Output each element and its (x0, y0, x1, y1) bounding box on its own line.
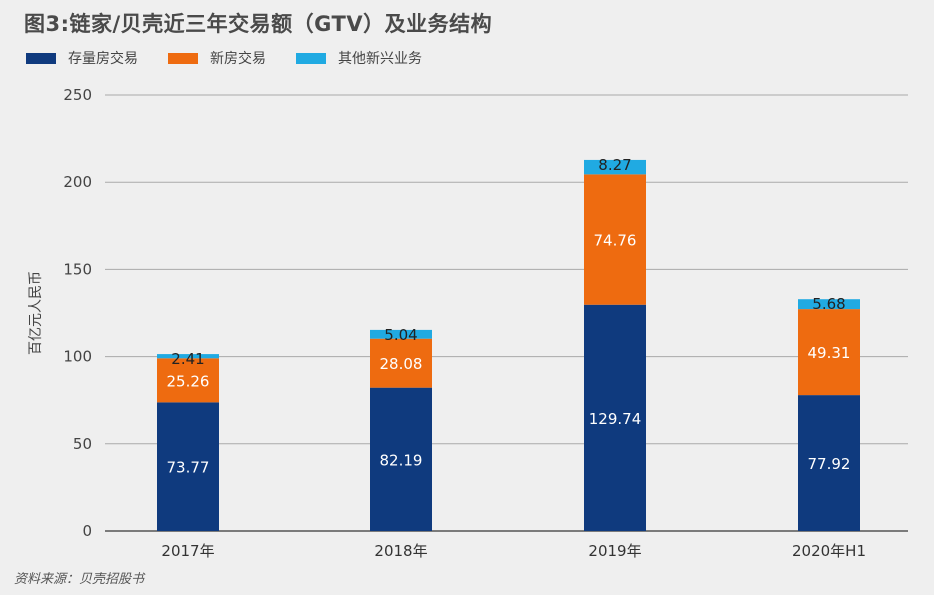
y-tick-label: 250 (63, 86, 92, 104)
data-label: 5.68 (812, 295, 845, 313)
bar-segment (584, 304, 646, 531)
legend-item: 存量房交易 (26, 48, 138, 68)
data-label: 129.74 (589, 410, 642, 428)
y-tick-label: 200 (63, 173, 92, 191)
data-label: 28.08 (380, 355, 423, 373)
bar-segment (370, 387, 432, 531)
y-tick-label: 50 (73, 435, 92, 453)
bar-segment (798, 309, 860, 396)
y-tick-label: 0 (82, 522, 92, 540)
data-label: 73.77 (167, 459, 210, 477)
legend-item: 新房交易 (168, 48, 266, 68)
data-label: 5.04 (384, 326, 417, 344)
x-tick-label: 2020年H1 (792, 542, 866, 560)
y-tick-label: 150 (63, 260, 92, 278)
legend-label: 存量房交易 (68, 51, 138, 67)
x-tick-label: 2018年 (374, 542, 427, 560)
bar-segment (157, 354, 219, 359)
legend-item: 其他新兴业务 (296, 48, 422, 68)
data-label: 25.26 (167, 372, 210, 390)
bar-segment (798, 395, 860, 531)
legend-swatch (168, 52, 198, 64)
bar-segment (370, 329, 432, 339)
data-label: 74.76 (594, 232, 637, 250)
legend-swatch (296, 52, 326, 64)
legend-swatch (26, 52, 56, 64)
legend-label: 新房交易 (210, 51, 266, 67)
legend: 存量房交易 新房交易 其他新兴业务 (26, 48, 422, 68)
bar-segment (157, 358, 219, 403)
y-tick-label: 100 (63, 348, 92, 366)
data-label: 2.41 (171, 350, 204, 368)
bar-segment (157, 402, 219, 531)
data-label: 49.31 (808, 344, 851, 362)
x-tick-label: 2019年 (588, 542, 641, 560)
bar-segment (798, 299, 860, 310)
chart-title: 图3:链家/贝壳近三年交易额（GTV）及业务结构 (24, 12, 493, 36)
bar-segment (584, 174, 646, 305)
legend-label: 其他新兴业务 (338, 51, 422, 67)
bar-segment (370, 338, 432, 388)
bar-segment (584, 159, 646, 175)
x-tick-label: 2017年 (161, 542, 214, 560)
data-label: 8.27 (598, 156, 631, 174)
y-axis-label: 百亿元人民币 (28, 271, 44, 355)
data-label: 82.19 (380, 451, 423, 469)
data-label: 77.92 (808, 455, 851, 473)
source-note: 资料来源：贝壳招股书 (14, 572, 145, 587)
